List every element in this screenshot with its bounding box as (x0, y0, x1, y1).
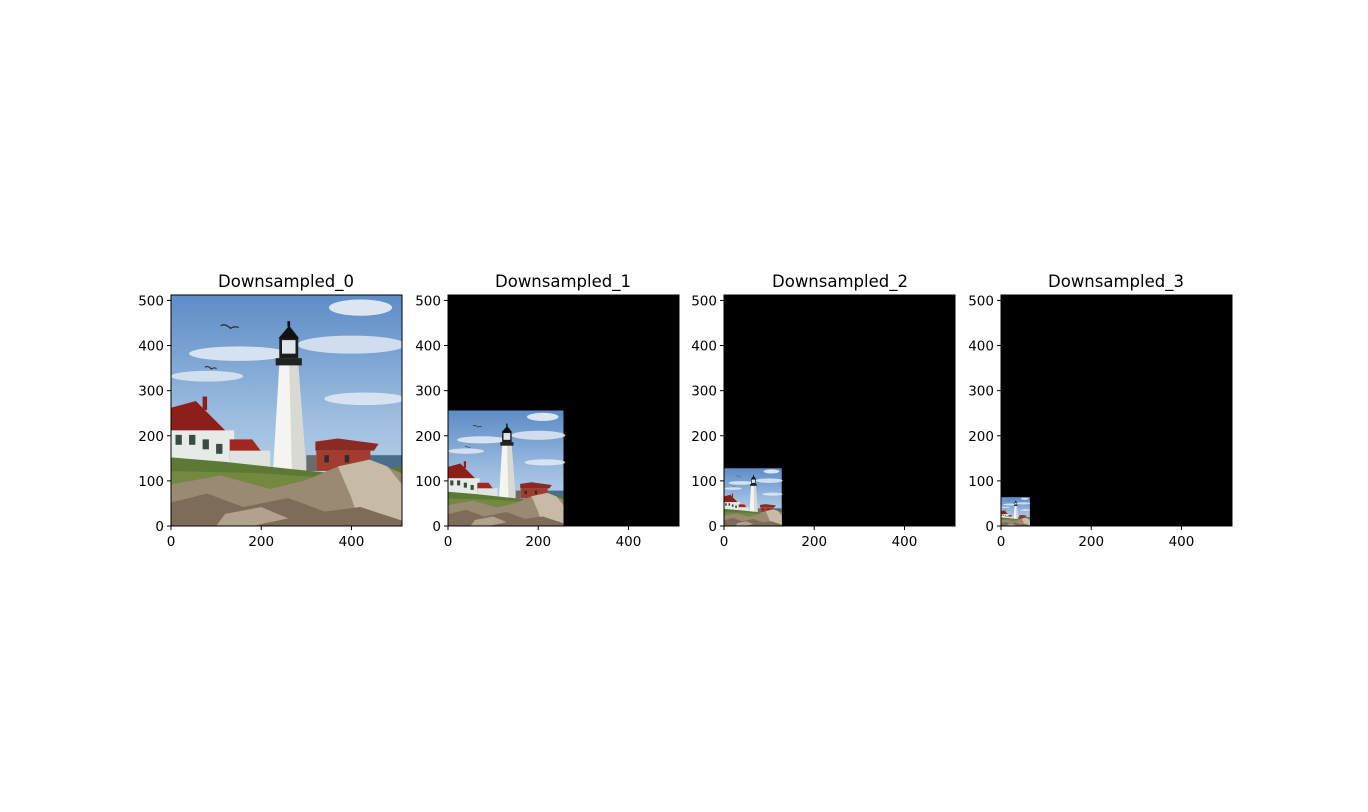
y-tick-label: 0 (432, 519, 441, 535)
y-tick-label: 200 (968, 429, 994, 445)
panel-1: Downsampled_1 0 100 200 300 400 500 0 200 400 (415, 272, 680, 550)
y-tick-label: 200 (138, 429, 164, 445)
lighthouse-image (448, 410, 566, 526)
y-tick-label: 500 (691, 293, 717, 309)
x-tick-label: 0 (997, 534, 1006, 550)
axes-frame (170, 294, 403, 527)
y-tick-label: 400 (138, 339, 164, 355)
panel-2: Downsampled_2 0 100 200 300 400 500 0 200 400 (691, 272, 956, 550)
y-tick-label: 300 (968, 384, 994, 400)
image-extent (1001, 497, 1031, 526)
y-ticks: 0 100 200 300 400 500 (968, 293, 1001, 535)
y-tick-label: 300 (691, 384, 717, 400)
y-tick-label: 500 (138, 293, 164, 309)
axes-frame (1000, 294, 1233, 527)
x-tick-label: 200 (525, 534, 551, 550)
image-plot-area (171, 295, 402, 526)
x-ticks: 0 200 400 (167, 526, 365, 550)
lighthouse-image (724, 468, 783, 526)
axes-frame (447, 294, 680, 527)
axes-frame (723, 294, 956, 527)
image-plot-area (1001, 295, 1232, 526)
x-tick-label: 400 (1169, 534, 1195, 550)
y-tick-label: 100 (691, 474, 717, 490)
panel-0: Downsampled_0 0 100 200 300 400 500 0 200 400 (138, 272, 403, 550)
lighthouse-image (171, 295, 402, 526)
y-tick-label: 300 (138, 384, 164, 400)
x-tick-label: 0 (444, 534, 453, 550)
panel-3: Downsampled_3 0 100 200 300 400 500 0 200 400 (968, 272, 1233, 550)
y-ticks: 0 100 200 300 400 500 (691, 293, 724, 535)
y-ticks: 0 100 200 300 400 500 (415, 293, 448, 535)
y-tick-label: 100 (968, 474, 994, 490)
x-tick-label: 200 (1078, 534, 1104, 550)
y-tick-label: 500 (415, 293, 441, 309)
panel-title: Downsampled_3 (1048, 272, 1184, 292)
image-plot-area (724, 295, 955, 526)
x-ticks: 0 200 400 (997, 526, 1195, 550)
x-tick-label: 400 (892, 534, 918, 550)
x-tick-label: 400 (339, 534, 365, 550)
x-tick-label: 0 (720, 534, 729, 550)
image-extent (724, 468, 783, 526)
y-tick-label: 400 (415, 339, 441, 355)
y-tick-label: 200 (691, 429, 717, 445)
y-tick-label: 400 (691, 339, 717, 355)
y-tick-label: 300 (415, 384, 441, 400)
panel-title: Downsampled_0 (218, 272, 354, 292)
y-tick-label: 400 (968, 339, 994, 355)
image-extent (448, 410, 566, 526)
panel-title: Downsampled_1 (495, 272, 631, 292)
y-ticks: 0 100 200 300 400 500 (138, 293, 171, 535)
panel-title: Downsampled_2 (772, 272, 908, 292)
image-extent (171, 295, 402, 526)
y-tick-label: 100 (415, 474, 441, 490)
y-tick-label: 500 (968, 293, 994, 309)
y-tick-label: 0 (155, 519, 164, 535)
y-tick-label: 0 (708, 519, 717, 535)
x-tick-label: 0 (167, 534, 176, 550)
lighthouse-image (1001, 497, 1031, 526)
x-ticks: 0 200 400 (444, 526, 642, 550)
x-tick-label: 200 (248, 534, 274, 550)
y-tick-label: 100 (138, 474, 164, 490)
x-tick-label: 400 (616, 534, 642, 550)
y-tick-label: 200 (415, 429, 441, 445)
x-tick-label: 200 (801, 534, 827, 550)
image-plot-area (448, 295, 679, 526)
y-tick-label: 0 (985, 519, 994, 535)
x-ticks: 0 200 400 (720, 526, 918, 550)
